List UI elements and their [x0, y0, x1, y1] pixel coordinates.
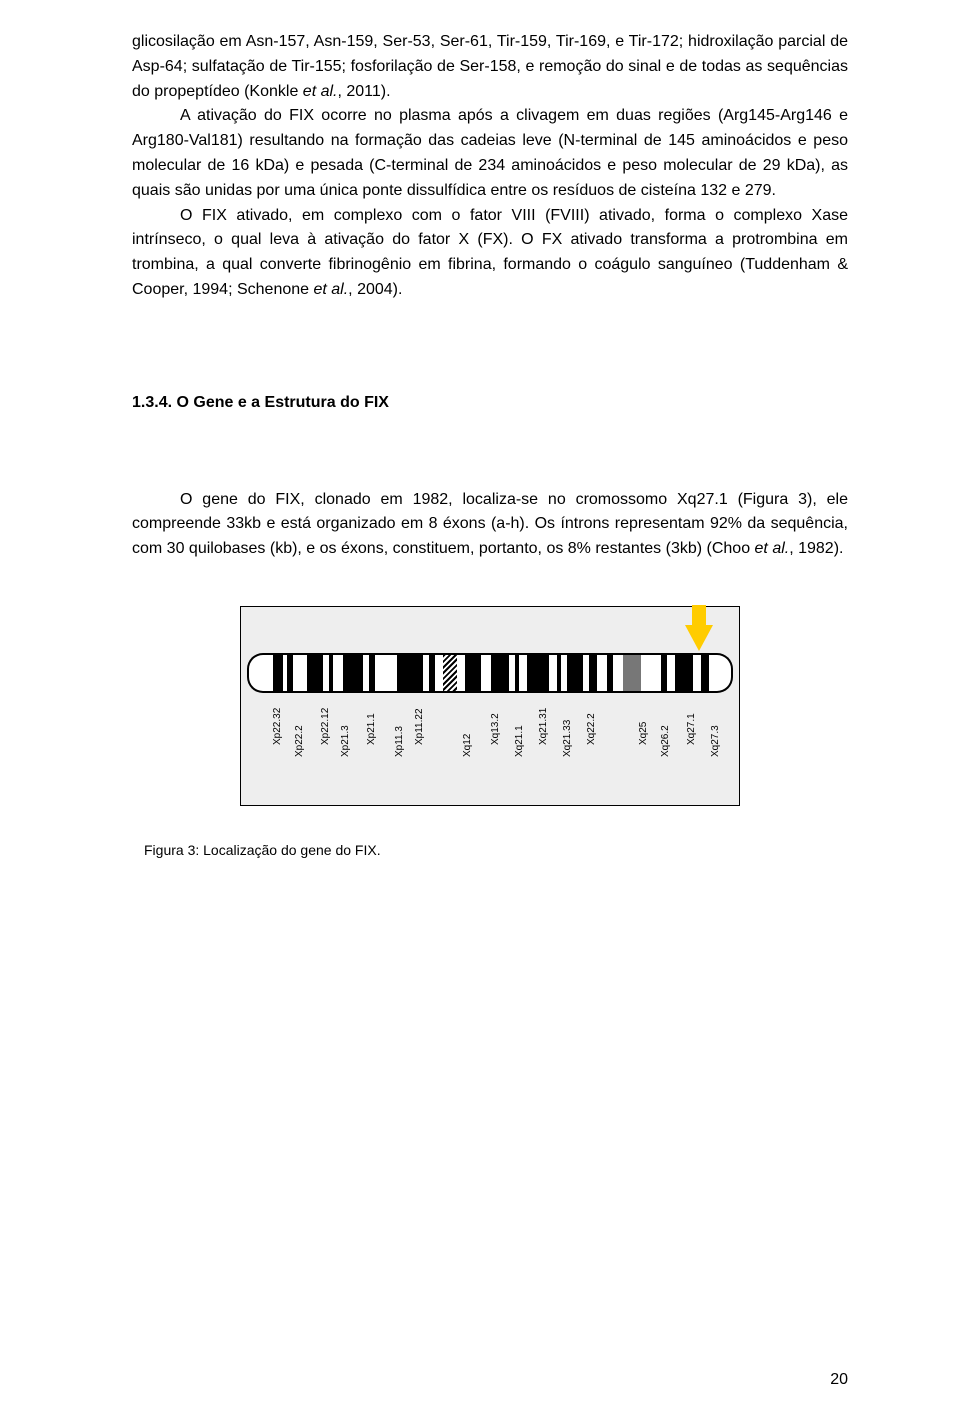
para-2: A ativação do FIX ocorre no plasma após …: [132, 104, 848, 203]
band-label: Xp11.22: [415, 708, 425, 745]
band-label: Xp21.1: [367, 713, 377, 745]
band-label: Xq27.1: [687, 713, 697, 745]
para-3-ital: et al.: [313, 281, 348, 298]
band-label: Xq25: [639, 722, 649, 745]
spacer-2: [132, 416, 848, 488]
para-1: glicosilação em Asn-157, Asn-159, Ser-53…: [132, 30, 848, 104]
chromosome-ideogram: Xp22.32 Xp22.2 Xp22.12 Xp21.3 Xp21.1 Xp11.3 Xp…: [240, 606, 740, 806]
locus-arrow-icon: [692, 605, 706, 625]
band-label: Xq26.2: [661, 725, 671, 757]
para-4b: , 1982).: [789, 540, 843, 557]
band-label: Xp22.12: [321, 708, 331, 745]
para-4: O gene do FIX, clonado em 1982, localiza…: [132, 488, 848, 562]
para-1-ital: et al.: [303, 83, 338, 100]
spacer: [132, 303, 848, 391]
figure-3: Xp22.32 Xp22.2 Xp22.12 Xp21.3 Xp21.1 Xp11.3 Xp…: [132, 606, 848, 862]
band-label: Xq27.3: [711, 725, 721, 757]
band-label: Xp22.2: [295, 725, 305, 757]
band-label: Xq21.31: [539, 708, 549, 745]
figure-caption: Figura 3: Localização do gene do FIX.: [144, 840, 848, 862]
band-label: Xp22.32: [273, 708, 283, 745]
section-heading: 1.3.4. O Gene e a Estrutura do FIX: [132, 391, 848, 416]
para-3b: , 2004).: [348, 281, 402, 298]
band-label: Xq13.2: [491, 713, 501, 745]
para-1a: glicosilação em Asn-157, Asn-159, Ser-53…: [132, 33, 848, 100]
para-4a: O gene do FIX, clonado em 1982, localiza…: [132, 491, 848, 558]
page-number: 20: [830, 1371, 848, 1389]
band-label: Xp21.3: [341, 725, 351, 757]
para-4-ital: et al.: [755, 540, 790, 557]
para-1b: , 2011).: [337, 83, 390, 100]
para-3: O FIX ativado, em complexo com o fator V…: [132, 204, 848, 303]
band-label: Xq12: [463, 734, 473, 757]
band-label: Xp11.3: [395, 726, 405, 757]
band-label: Xq22.2: [587, 713, 597, 745]
band-label: Xq21.1: [515, 725, 525, 757]
locus-arrow-icon: [685, 625, 713, 651]
para-3a: O FIX ativado, em complexo com o fator V…: [132, 207, 848, 298]
band-label: Xq21.33: [563, 720, 573, 757]
